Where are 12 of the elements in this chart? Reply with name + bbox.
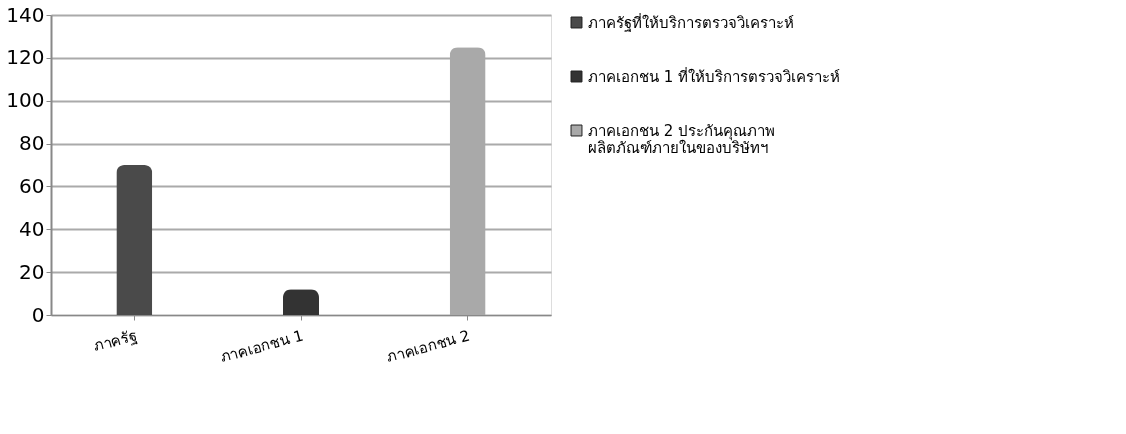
y-tick-label: 40 <box>19 216 45 241</box>
y-tick-label: 60 <box>19 173 45 198</box>
y-tick-label: 140 <box>6 2 45 27</box>
x-tick-label: ภาครัฐ <box>91 326 139 356</box>
y-tick-label: 0 <box>31 302 45 327</box>
legend-label: ภาคเอกชน 2 ประกันคุณภาพ ผลิตภัณฑ์ภายในของบริษัทฯ <box>588 121 776 157</box>
legend-label: ภาครัฐที่ให้บริการตรวจวิเคราะห์ <box>588 11 794 32</box>
legend-label: ภาคเอกชน 1 ที่ให้บริการตรวจวิเคราะห์ <box>588 65 841 86</box>
y-tick-label: 120 <box>6 45 45 70</box>
y-tick-label: 100 <box>6 88 45 113</box>
y-tick-label: 80 <box>19 131 45 156</box>
y-tick-label: 20 <box>19 259 45 284</box>
